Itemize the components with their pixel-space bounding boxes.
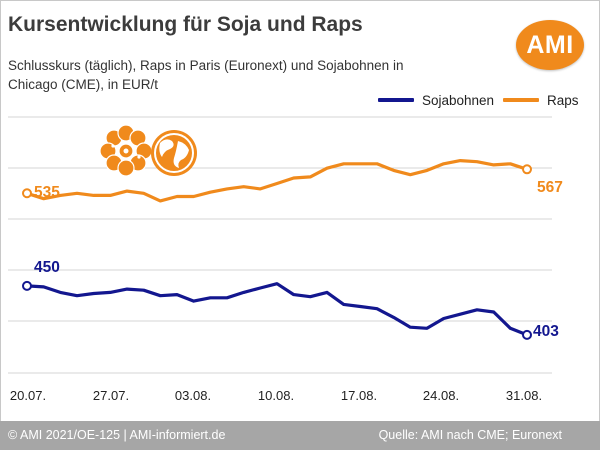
x-tick-label: 10.08. <box>258 388 294 403</box>
legend-swatch-sojabohnen <box>378 98 414 102</box>
x-axis: 20.07. 27.07. 03.08. 10.08. 17.08. 24.08. 31.0… <box>10 388 542 403</box>
x-tick-label: 03.08. <box>175 388 211 403</box>
raps-end-marker <box>522 164 532 175</box>
endpoint-markers <box>22 164 532 340</box>
raps-end-label: 567 <box>537 179 563 196</box>
sojabohnen-start-label: 450 <box>34 259 60 276</box>
x-tick-label: 31.08. <box>506 388 542 403</box>
x-tick-label: 17.08. <box>341 388 377 403</box>
source-text: Quelle: AMI nach CME; Euronext <box>378 428 562 442</box>
legend-label-raps: Raps <box>547 92 579 108</box>
chart-subtitle: Schlusskurs (täglich), Raps in Paris (Eu… <box>8 58 404 92</box>
rapeseed-flower-icon <box>99 124 153 177</box>
x-tick-label: 24.08. <box>423 388 459 403</box>
raps-series <box>25 159 529 203</box>
raps-start-marker <box>22 188 32 199</box>
x-tick-label: 20.07. <box>10 388 46 403</box>
footer-bar: © AMI 2021/OE-125 | AMI-informiert.de Qu… <box>0 421 600 450</box>
raps-start-label: 535 <box>34 184 60 201</box>
copyright-text: © AMI 2021/OE-125 | AMI-informiert.de <box>8 428 226 442</box>
sojabohnen-end-marker <box>522 329 532 340</box>
legend-item-raps: Raps <box>503 90 579 110</box>
legend-item-sojabohnen: Sojabohnen <box>378 90 494 110</box>
legend-label-sojabohnen: Sojabohnen <box>422 92 495 108</box>
sojabohnen-end-label: 403 <box>533 323 559 340</box>
sojabohnen-line <box>25 282 529 337</box>
chart-title: Kursentwicklung für Soja und Raps <box>8 13 363 36</box>
raps-line <box>25 159 529 203</box>
ami-logo: AMI <box>516 20 584 70</box>
x-tick-label: 27.07. <box>93 388 129 403</box>
globe-icon <box>151 130 197 176</box>
legend-swatch-raps <box>503 98 539 102</box>
sojabohnen-start-marker <box>22 280 32 291</box>
sojabohnen-series <box>25 282 529 337</box>
grid-lines <box>8 116 552 374</box>
